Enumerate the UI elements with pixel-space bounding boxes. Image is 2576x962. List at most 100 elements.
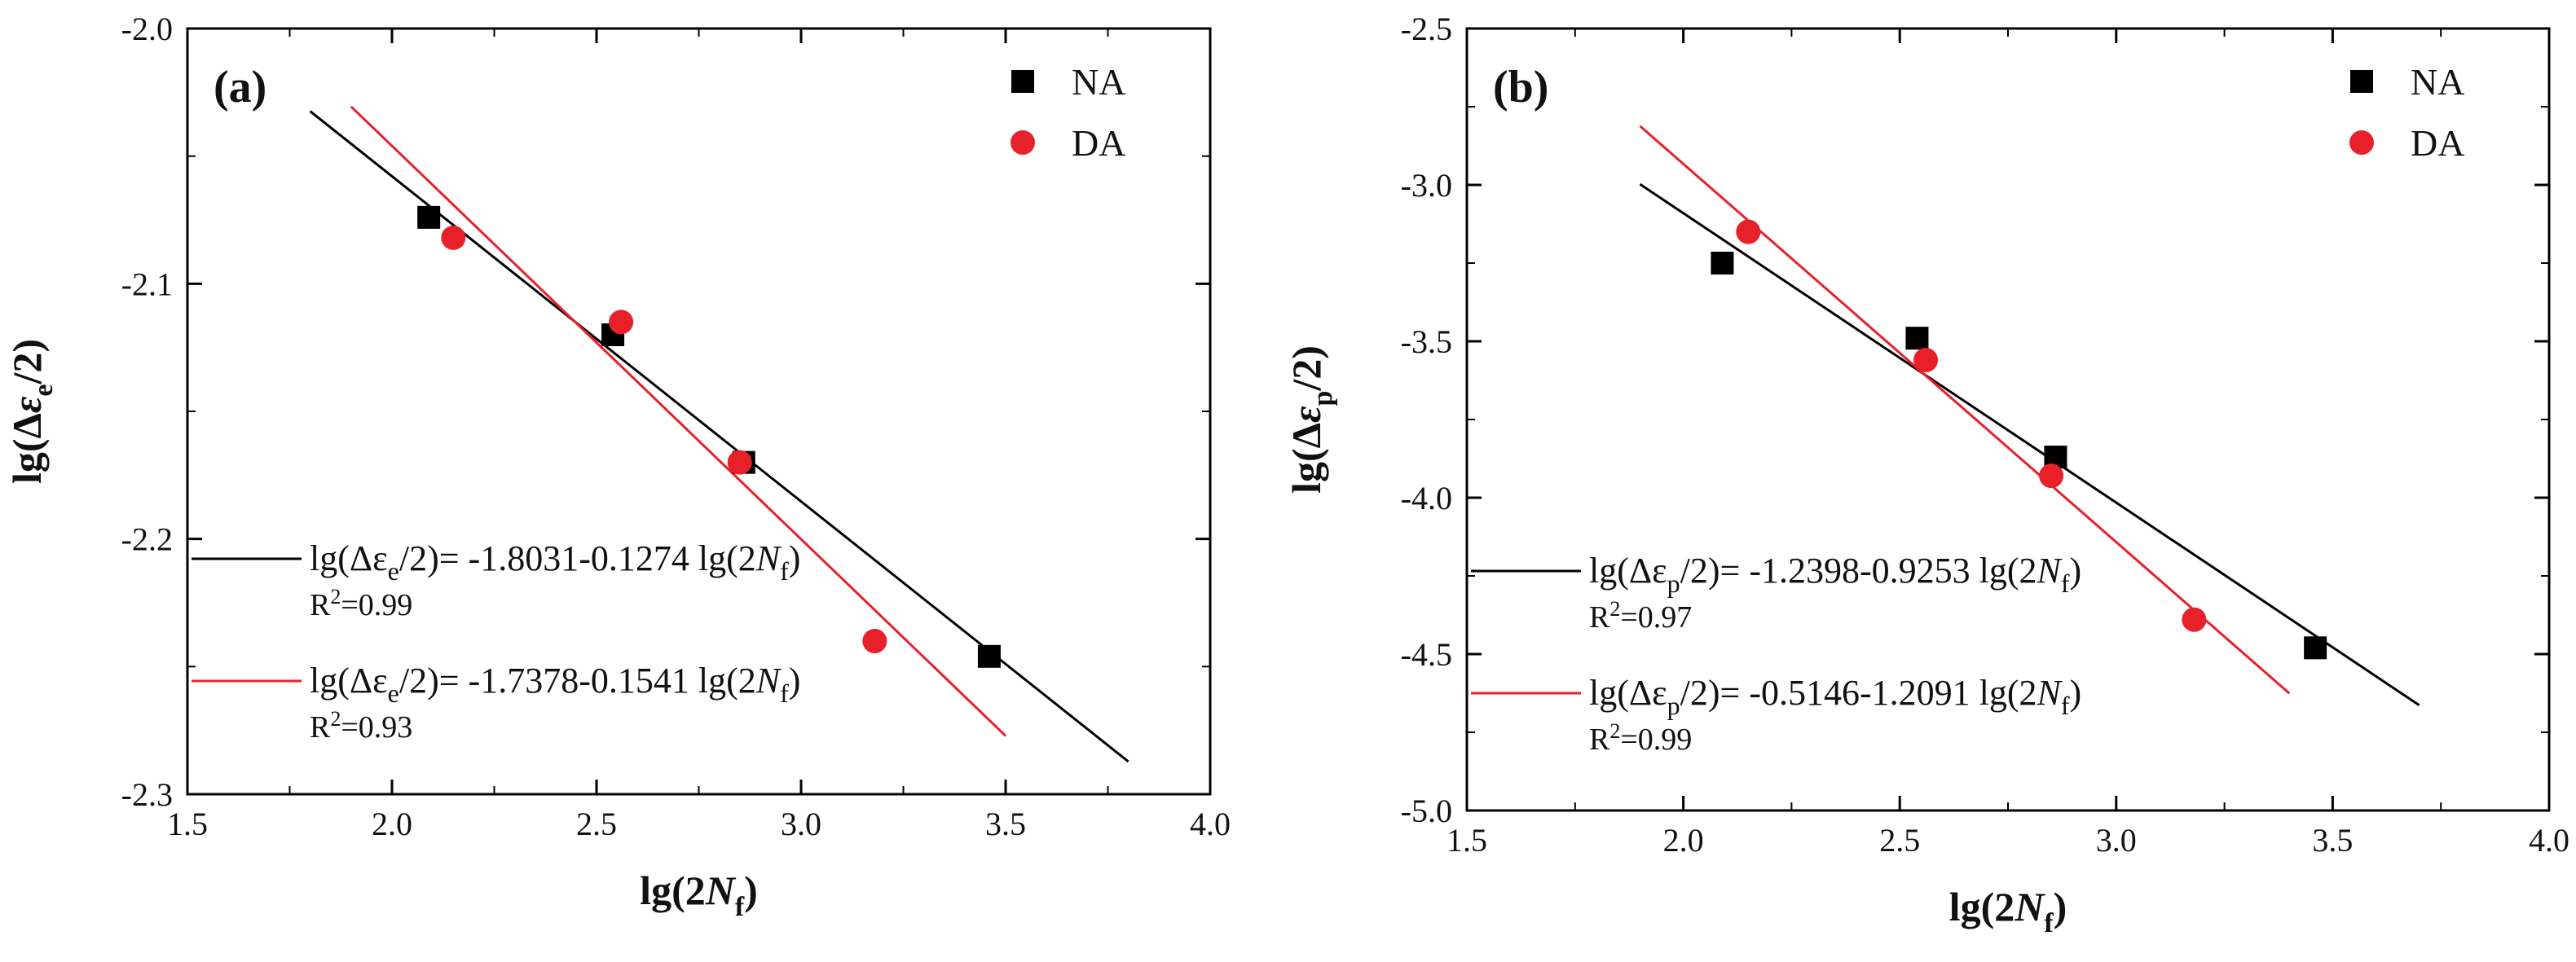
r2-part: R (1589, 600, 1610, 635)
fit-line-da (350, 105, 1007, 737)
eq-sub: f (780, 556, 789, 586)
x-axis-label: lg(2Nf) (1949, 884, 2067, 938)
eq-part: lg(Δε (310, 661, 388, 701)
x-tick-label: 4.0 (2529, 822, 2569, 859)
y-axis-label-sub: p (1308, 391, 1338, 406)
eq-part: /2)= -1.7378-0.1541 lg(2 (399, 661, 756, 701)
x-axis-label-var: N (705, 868, 737, 913)
y-axis-label-sub: e (29, 384, 59, 397)
legend-label-da: DA (1072, 122, 1125, 164)
eq-sub: f (2061, 691, 2070, 720)
y-axis-label-part: lg(Δ (1284, 423, 1329, 494)
y-tick-label: -4.0 (1401, 480, 1452, 516)
x-axis-label-sub: f (2044, 908, 2054, 938)
chart-panel-a: 1.5 2.0 2.5 3.0 3.5 4.0-2.0-2.1-2.2-2.3lg(2Nf… (4, 11, 1231, 922)
eq-sub: f (780, 679, 789, 708)
x-axis-label: lg(2Nf) (640, 868, 758, 922)
eq-part: lg(Δε (1589, 551, 1667, 591)
eq-part: /2)= -0.5146-1.2091 lg(2 (1680, 673, 2037, 713)
fit-equation-da: lg(Δεe/2)= -1.7378-0.1541 lg(2Nf) (310, 661, 800, 708)
fit-line-na (1639, 182, 2420, 706)
y-tick-label: -2.5 (1401, 11, 1452, 47)
x-axis-label-part: lg(2 (640, 868, 706, 913)
eq-part: ) (2070, 551, 2082, 591)
fit-r2-da: R2=0.93 (310, 707, 412, 745)
data-point-na (417, 205, 441, 229)
fit-equation-na: lg(Δεp/2)= -1.2398-0.9253 lg(2Nf) (1589, 551, 2081, 598)
x-tick-label: 3.5 (985, 806, 1026, 842)
y-axis-label-part: lg(Δ (4, 413, 50, 484)
legend-marker-na (2350, 70, 2373, 93)
fit-r2-da: R2=0.99 (1589, 719, 1692, 757)
y-tick-label: -5.0 (1401, 793, 1452, 829)
r2-part: R (1589, 723, 1610, 757)
x-axis-label-sub: f (735, 892, 745, 922)
x-axis-label-var: N (2014, 884, 2045, 929)
data-point-da (2182, 607, 2207, 632)
eq-part: lg(Δε (310, 538, 388, 578)
x-tick-label: 2.5 (1879, 822, 1920, 859)
x-tick-label: 1.5 (1447, 822, 1487, 859)
data-point-na (2304, 636, 2327, 660)
fit-equation-na: lg(Δεe/2)= -1.8031-0.1274 lg(2Nf) (310, 538, 800, 586)
x-tick-label: 4.0 (1190, 806, 1231, 842)
eq-part: /2)= -1.2398-0.9253 lg(2 (1680, 551, 2037, 591)
y-tick-label: -3.5 (1401, 323, 1452, 360)
r2-sup: 2 (1609, 719, 1620, 743)
x-tick-label: 3.0 (2096, 822, 2137, 859)
r2-part: R (310, 588, 331, 622)
legend-label-da: DA (2411, 122, 2464, 164)
eq-var: N (2037, 673, 2063, 713)
eq-sub: e (388, 556, 399, 586)
y-axis-label: lg(Δεe/2) (4, 339, 59, 484)
fit-equation-da: lg(Δεp/2)= -0.5146-1.2091 lg(2Nf) (1589, 673, 2081, 720)
eq-var: N (755, 538, 782, 578)
data-point-na (1905, 327, 1929, 350)
data-point-da (1913, 348, 1939, 373)
chart-panel-b: 1.5 2.0 2.5 3.0 3.5 4.0 -2.5 -3.0 -3.5 -4.0 -4.5 -5… (1284, 11, 2569, 938)
fit-r2-na: R2=0.97 (1589, 597, 1692, 635)
legend-marker-da (2349, 130, 2374, 155)
r2-part: =0.97 (1620, 600, 1692, 635)
eq-part: ) (789, 661, 801, 701)
r2-sup: 2 (330, 707, 341, 731)
y-tick-label: -2.3 (121, 776, 173, 813)
eq-sub: p (1667, 569, 1680, 598)
eq-part: ) (789, 538, 801, 578)
data-point-da (609, 310, 634, 335)
legend-marker-da (1011, 130, 1035, 155)
eq-part: lg(Δε (1589, 673, 1667, 713)
r2-part: =0.99 (341, 588, 412, 622)
data-point-da (441, 225, 466, 250)
x-tick-label: 2.0 (1663, 822, 1704, 859)
y-tick-label: -2.0 (121, 11, 173, 47)
data-point-da (2039, 463, 2064, 489)
x-axis-label-part: ) (2054, 884, 2067, 929)
x-tick-label: 2.0 (372, 806, 412, 842)
data-point-da (862, 629, 887, 653)
y-tick-label: -3.0 (1401, 167, 1452, 204)
panel-label: (b) (1493, 62, 1548, 112)
x-tick-label: 3.0 (781, 806, 821, 842)
r2-sup: 2 (330, 585, 341, 608)
x-tick-label: 1.5 (167, 806, 208, 842)
legend-marker-na (1011, 70, 1034, 93)
r2-part: =0.93 (341, 710, 412, 745)
panel-label: (a) (214, 62, 266, 112)
eq-sub: p (1667, 691, 1680, 720)
y-axis-label-part: /2) (1284, 345, 1329, 392)
data-point-da (1736, 219, 1761, 244)
eq-var: N (755, 661, 782, 701)
eq-part: /2)= -1.8031-0.1274 lg(2 (399, 538, 756, 578)
y-axis-label-var: ε (4, 396, 50, 413)
y-tick-label: -4.5 (1401, 636, 1452, 673)
legend-label-na: NA (2411, 61, 2464, 103)
data-point-na (1711, 252, 1734, 275)
eq-var: N (2037, 551, 2063, 591)
legend-label-na: NA (1072, 61, 1125, 103)
data-point-na (977, 644, 1001, 668)
y-axis-label-var: ε (1284, 406, 1329, 423)
fit-r2-na: R2=0.99 (310, 585, 412, 622)
y-tick-label: -2.2 (121, 521, 173, 558)
y-tick-label: -2.1 (121, 266, 173, 302)
